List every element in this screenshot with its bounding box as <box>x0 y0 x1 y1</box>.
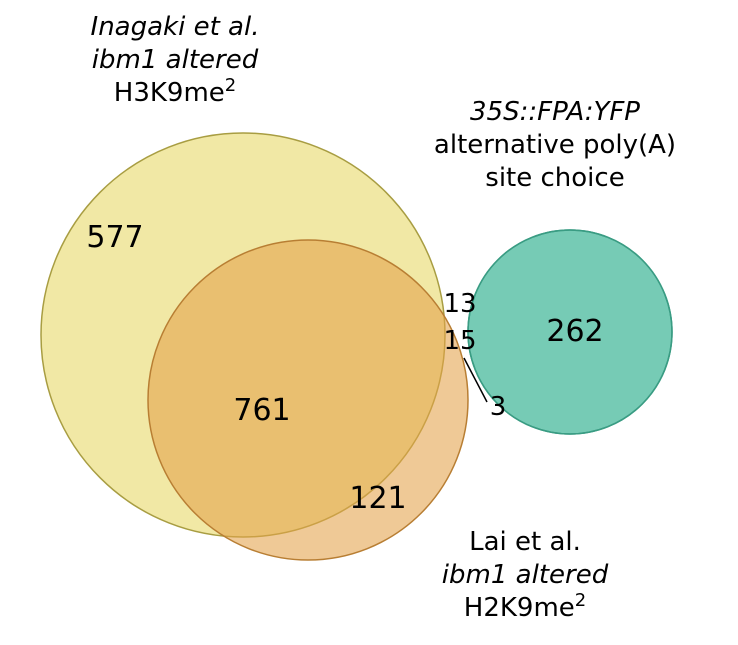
set-a-label-line3: H3K9me2 <box>114 75 236 108</box>
set-a-label-line2: ibm1 altered <box>92 45 259 75</box>
region-ac: 13 <box>443 289 476 319</box>
set-b-label-line2: ibm1 altered <box>442 560 609 590</box>
venn-diagram: 577 761 121 262 13 15 3 Inagaki et al. i… <box>0 0 738 645</box>
set-c-label-line1: 35S::FPA:YFP <box>470 97 640 127</box>
region-a-only: 577 <box>86 220 143 255</box>
set-b-circle <box>148 240 468 560</box>
region-b-only: 121 <box>349 481 406 516</box>
region-ab: 761 <box>233 393 290 428</box>
region-abc: 15 <box>443 326 476 356</box>
set-b-label-line3: H2K9me2 <box>464 590 586 623</box>
region-bc: 3 <box>490 392 507 422</box>
set-a-label-line1: Inagaki et al. <box>91 12 260 42</box>
region-c-only: 262 <box>546 314 603 349</box>
set-c-label-line2: alternative poly(A) <box>434 130 676 160</box>
set-b-label-line1: Lai et al. <box>469 527 581 557</box>
set-c-label-line3: site choice <box>485 163 624 193</box>
